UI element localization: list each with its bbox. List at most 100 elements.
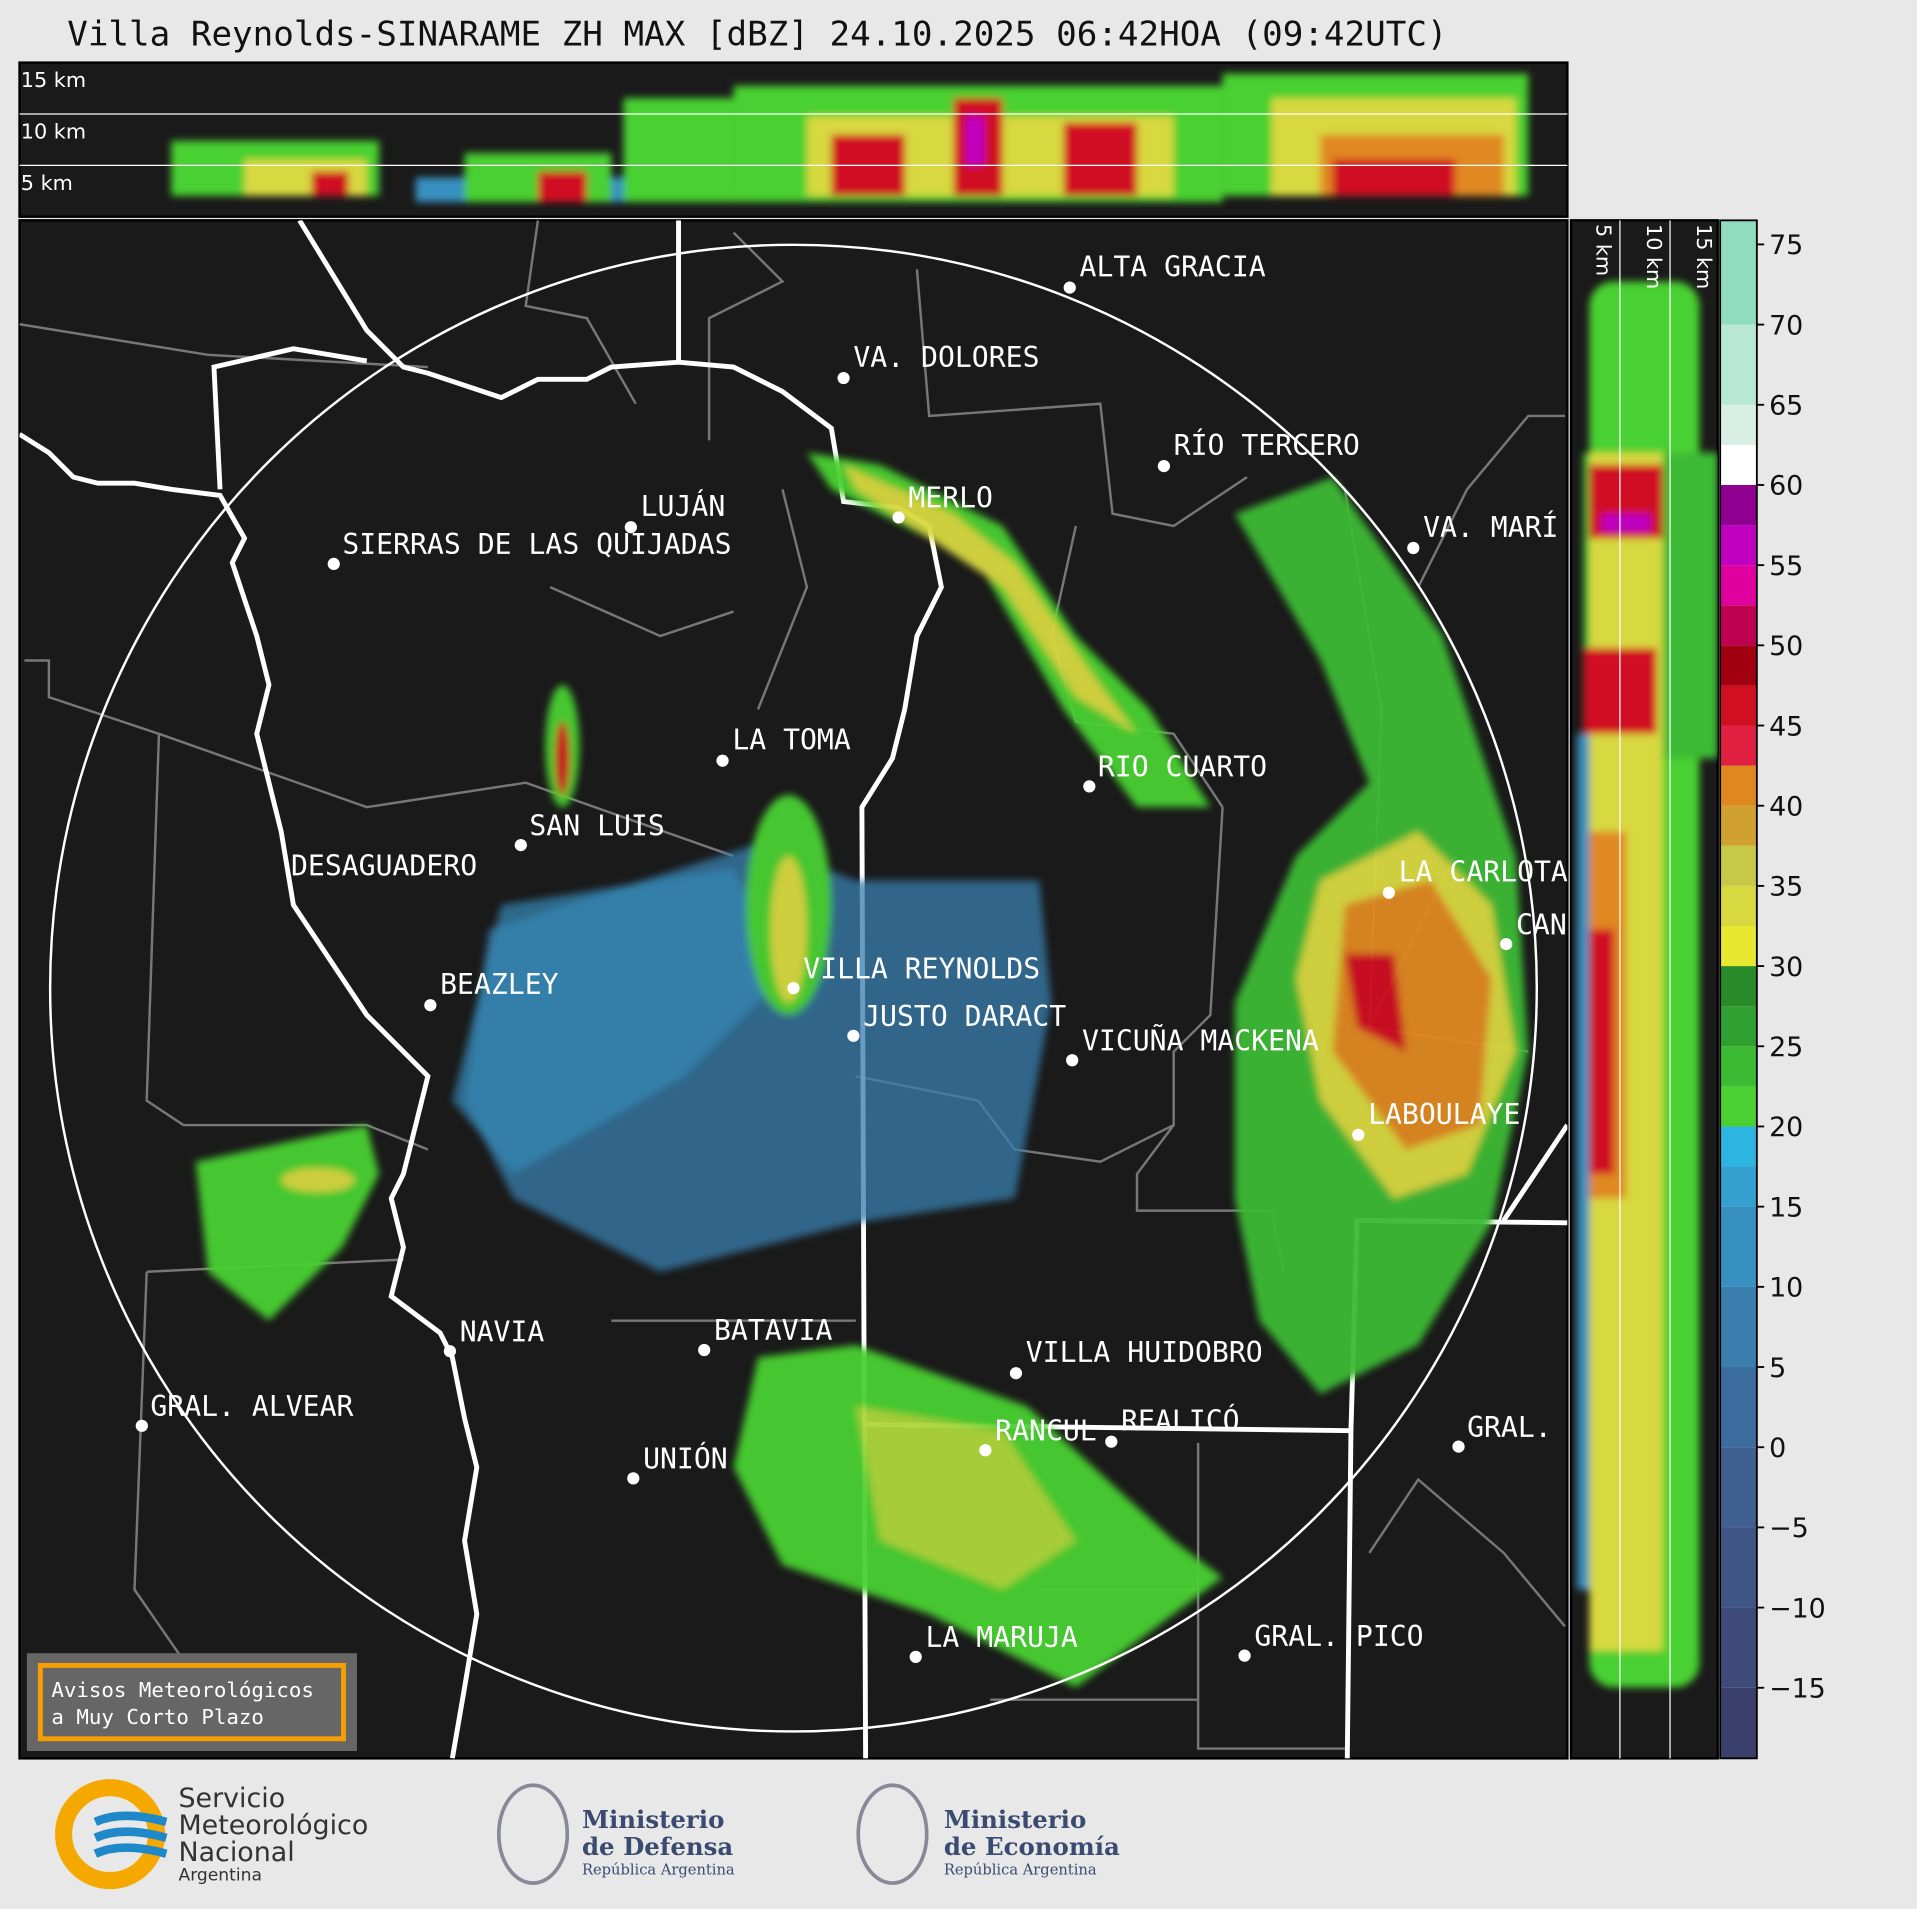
- tick-label: 35: [1769, 872, 1803, 903]
- city-label: GRAL. PICO: [1254, 1620, 1423, 1653]
- city-label: GRAL. ALVEAR: [150, 1390, 353, 1423]
- city-marker: [1066, 1054, 1079, 1067]
- title: Villa Reynolds-SINARAME ZH MAX [dBZ] 24.…: [67, 15, 1447, 55]
- color-band: [1720, 805, 1757, 846]
- tick-label: 5: [1769, 1353, 1786, 1384]
- color-band: [1720, 685, 1757, 726]
- color-band: [1720, 1006, 1757, 1047]
- tick-label: 15: [1769, 1192, 1803, 1223]
- tick-label: 75: [1769, 230, 1803, 261]
- city-marker: [1238, 1649, 1251, 1662]
- color-band: [1720, 1687, 1757, 1759]
- height-label: 10 km: [1642, 224, 1666, 289]
- city-label: SIERRAS DE LAS QUIJADAS: [342, 528, 731, 561]
- color-band: [1720, 966, 1757, 1007]
- city-marker: [627, 1472, 640, 1485]
- tick-label: 0: [1769, 1433, 1786, 1464]
- color-band: [1720, 1046, 1757, 1087]
- color-band: [1720, 565, 1757, 606]
- city-marker: [1083, 780, 1096, 793]
- city-label: VA. MARÍ: [1423, 510, 1558, 544]
- city-marker: [847, 1029, 860, 1042]
- height-label: 15 km: [21, 68, 86, 92]
- city-label: SAN LUIS: [529, 809, 664, 842]
- city-marker: [1382, 886, 1395, 899]
- city-marker: [1452, 1440, 1465, 1453]
- color-band: [1720, 444, 1757, 485]
- city-marker: [1063, 281, 1076, 294]
- logo-text: Meteorológico: [178, 1810, 368, 1841]
- color-band: [1720, 484, 1757, 526]
- notice-text: Avisos Meteorológicos: [51, 1678, 314, 1702]
- city-marker: [135, 1419, 148, 1432]
- city-label: NAVIA: [460, 1315, 545, 1348]
- logo-text: de Economía: [944, 1832, 1120, 1861]
- color-band: [1720, 1126, 1757, 1167]
- color-band: [1720, 1367, 1757, 1448]
- color-band: [1720, 1607, 1757, 1688]
- city-marker: [327, 557, 340, 570]
- height-label: 5 km: [21, 171, 73, 195]
- city-label: GRAL.: [1467, 1411, 1552, 1444]
- tick-label: 60: [1769, 471, 1803, 502]
- tick-label: 10: [1769, 1273, 1803, 1304]
- color-band: [1720, 885, 1757, 926]
- logo-text: República Argentina: [582, 1861, 735, 1878]
- logo-text: de Defensa: [582, 1832, 733, 1861]
- city-marker: [698, 1343, 711, 1357]
- city-marker: [1009, 1367, 1023, 1380]
- city-label: LUJÁN: [641, 489, 726, 523]
- tick-label: 65: [1769, 391, 1803, 422]
- tick-label: 45: [1769, 711, 1803, 742]
- tick-label: 30: [1769, 952, 1803, 983]
- tick-label: 70: [1769, 310, 1803, 341]
- city-label: JUSTO DARACT: [863, 1000, 1066, 1033]
- tick-label: 55: [1769, 551, 1803, 582]
- height-label: 15 km: [1692, 224, 1716, 289]
- side-panel: 5 km 10 km 15 km: [1569, 219, 1719, 1760]
- color-band: [1720, 765, 1757, 806]
- footer: Servicio Meteorológico Nacional Argentin…: [55, 1779, 1120, 1890]
- color-band: [1720, 220, 1757, 325]
- logo-text: Ministerio: [944, 1805, 1086, 1834]
- top-panel: 15 km 10 km 5 km: [18, 61, 1569, 218]
- city-label: ALTA GRACIA: [1080, 251, 1266, 284]
- color-band: [1720, 404, 1757, 445]
- city-marker: [1352, 1128, 1365, 1141]
- color-band: [1720, 1086, 1757, 1127]
- city-marker: [716, 754, 729, 767]
- tick-label: 50: [1769, 631, 1803, 662]
- tick-label: 20: [1769, 1112, 1803, 1143]
- city-marker: [424, 999, 437, 1012]
- city-label: REALICÓ: [1121, 1404, 1239, 1438]
- city-label: LA MARUJA: [925, 1621, 1077, 1654]
- height-label: 10 km: [21, 119, 86, 143]
- notice-panel: [26, 1653, 357, 1752]
- city-label: LA CARLOTA: [1399, 856, 1568, 889]
- color-band: [1720, 605, 1757, 646]
- city-label: RIO CUARTO: [1098, 751, 1267, 784]
- city-label: MERLO: [908, 482, 993, 515]
- logo-text: República Argentina: [944, 1861, 1097, 1878]
- logo-text: Argentina: [178, 1866, 261, 1886]
- city-label: VA. DOLORES: [853, 341, 1039, 374]
- city-label: VILLA HUIDOBRO: [1026, 1336, 1263, 1369]
- tick-label: 40: [1769, 791, 1803, 822]
- color-band: [1720, 1527, 1757, 1608]
- city-label: BEAZLEY: [440, 968, 559, 1001]
- city-marker: [979, 1444, 992, 1457]
- city-marker: [787, 982, 800, 995]
- color-band: [1720, 1206, 1757, 1287]
- logo-text: Ministerio: [582, 1805, 724, 1834]
- city-marker: [837, 371, 850, 385]
- city-marker: [909, 1650, 922, 1663]
- color-band: [1720, 525, 1757, 566]
- tick-label: −15: [1769, 1674, 1826, 1705]
- color-band: [1720, 925, 1757, 967]
- color-band: [1720, 845, 1757, 886]
- city-label: CAN: [1516, 908, 1567, 941]
- color-band: [1720, 1166, 1757, 1207]
- color-band: [1720, 645, 1757, 686]
